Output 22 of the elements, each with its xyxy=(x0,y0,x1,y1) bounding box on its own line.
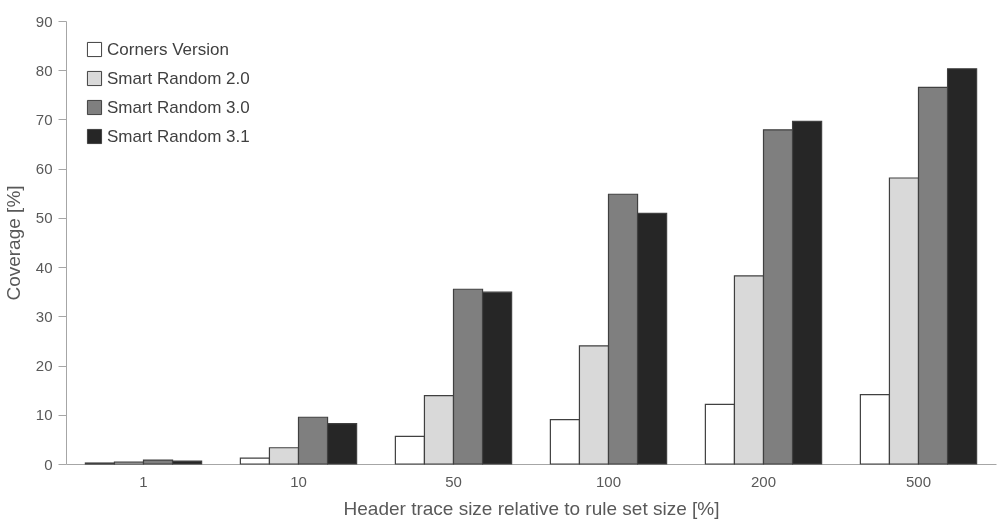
y-tick-label: 70 xyxy=(35,110,53,128)
legend-label: Smart Random 2.0 xyxy=(107,68,250,88)
x-tick-label: 50 xyxy=(445,472,462,490)
x-tick-label: 200 xyxy=(750,472,777,490)
x-tick-label: 10 xyxy=(290,472,307,490)
y-tick-label: 90 xyxy=(35,12,53,30)
y-tick-label: 0 xyxy=(44,455,53,473)
legend-label: Smart Random 3.0 xyxy=(107,97,250,117)
y-tick-label: 80 xyxy=(35,61,53,79)
legend-label: Smart Random 3.1 xyxy=(107,126,250,146)
y-tick-label: 20 xyxy=(35,357,53,375)
y-axis-title: Coverage [%] xyxy=(2,185,24,301)
x-axis-title: Header trace size relative to rule set size [%] xyxy=(343,497,720,519)
y-tick-label: 50 xyxy=(35,209,53,227)
x-tick-label: 1 xyxy=(139,472,148,490)
y-tick-label: 40 xyxy=(35,258,53,276)
y-tick-label: 10 xyxy=(35,406,53,424)
x-tick-label: 500 xyxy=(905,472,932,490)
legend-label: Corners Version xyxy=(107,39,229,59)
y-tick-label: 30 xyxy=(35,307,53,325)
x-tick-label: 100 xyxy=(595,472,622,490)
y-tick-label: 60 xyxy=(35,160,53,178)
